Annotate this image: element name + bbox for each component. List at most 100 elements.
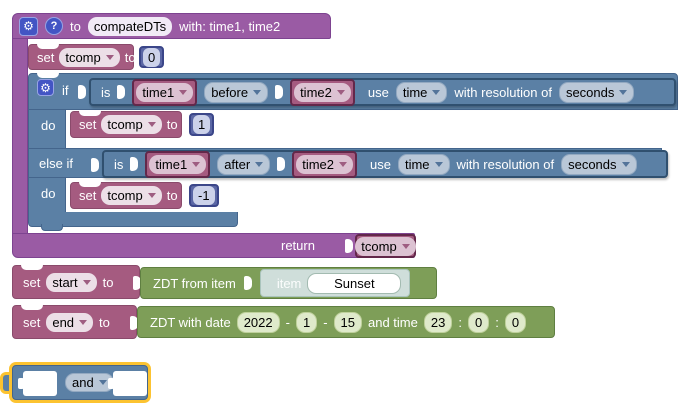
number-field[interactable]: 1 (193, 115, 211, 134)
minute-field[interactable]: 0 (467, 311, 490, 333)
variable-dropdown[interactable]: end (46, 312, 94, 332)
dropdown-arrow-icon (79, 319, 88, 325)
operator-text: before (211, 84, 249, 100)
comparison-operator-dropdown[interactable]: before (204, 81, 269, 103)
number-field[interactable]: -1 (193, 186, 215, 205)
procedure-definition-block[interactable]: ⚙ ? to compateDTs with: time1, time2 (12, 13, 331, 39)
to-label: to (124, 49, 136, 65)
variable-time1-block[interactable]: time1 (132, 78, 198, 106)
dropdown-arrow-icon (179, 89, 188, 95)
mutator-gear-icon[interactable]: ⚙ (37, 79, 54, 96)
zdt-from-item-label: ZDT from item (153, 275, 236, 291)
variable-dropdown[interactable]: time1 (149, 154, 207, 174)
and-operator-dropdown[interactable]: and (65, 373, 114, 392)
do-label: do (41, 118, 56, 133)
resolution-dropdown[interactable]: seconds (561, 153, 637, 175)
help-icon[interactable]: ? (45, 17, 63, 35)
number-text: -1 (198, 188, 210, 203)
variable-name-text: time2 (300, 84, 332, 100)
if-block-header-row[interactable]: ⚙ if is time1 before time2 (28, 73, 678, 110)
second-field[interactable]: 0 (504, 311, 527, 333)
value-socket (130, 157, 139, 171)
number-block[interactable]: -1 (189, 184, 219, 207)
variable-dropdown[interactable]: tcomp (59, 47, 120, 67)
variable-time2-block[interactable]: time2 (290, 78, 355, 106)
if-label: if (62, 83, 69, 98)
resolution-text: seconds (568, 156, 617, 172)
if-block-spine: do (28, 178, 66, 212)
resolution-dropdown[interactable]: seconds (558, 81, 635, 103)
value-socket (117, 85, 126, 99)
number-field[interactable]: 0 (143, 47, 161, 67)
year-field[interactable]: 2022 (236, 311, 280, 333)
number-text: 0 (148, 49, 156, 65)
comparison-operator-dropdown[interactable]: after (217, 153, 271, 175)
month-text: 1 (302, 314, 311, 330)
zdt-with-date-block[interactable]: ZDT with date 2022 - 1 - 15 and time 23 … (137, 306, 555, 338)
dropdown-arrow-icon (401, 243, 410, 249)
value-socket (130, 316, 138, 330)
resolution-text: seconds (565, 84, 615, 100)
second-text: 0 (511, 314, 520, 330)
use-text: time (402, 84, 428, 100)
value-socket (277, 157, 286, 171)
number-block[interactable]: 1 (189, 113, 215, 136)
condition-socket (78, 85, 86, 99)
variable-dropdown[interactable]: time2 (294, 82, 351, 102)
hour-text: 23 (430, 314, 446, 330)
variable-dropdown[interactable]: tcomp (355, 236, 416, 256)
variable-dropdown[interactable]: tcomp (101, 115, 162, 134)
is-after-comparison-block[interactable]: is time1 after time2 use tim (102, 150, 668, 178)
set-label: set (79, 117, 97, 132)
use-dropdown[interactable]: time (397, 153, 450, 175)
gear-glyph: ⚙ (40, 80, 51, 95)
mutator-gear-icon[interactable]: ⚙ (19, 16, 38, 36)
variable-dropdown[interactable]: start (46, 272, 97, 292)
empty-input-socket[interactable] (108, 371, 147, 396)
zdt-from-item-block[interactable]: ZDT from item item Sunset (140, 267, 437, 299)
empty-input-socket[interactable] (18, 371, 57, 396)
procedure-return-row[interactable]: return tcomp (12, 233, 416, 258)
set-variable-block[interactable]: set end to (12, 305, 137, 339)
variable-dropdown[interactable]: tcomp (101, 186, 162, 205)
dropdown-arrow-icon (192, 161, 201, 167)
variable-name-text: tcomp (361, 238, 397, 254)
month-field[interactable]: 1 (295, 311, 318, 333)
dropdown-arrow-icon (432, 89, 441, 95)
to-label: to (166, 117, 178, 132)
day-field[interactable]: 15 (333, 311, 362, 333)
to-label: to (70, 18, 81, 34)
set-variable-block[interactable]: set tcomp to (70, 182, 182, 209)
variable-dropdown[interactable]: time1 (136, 82, 194, 102)
set-variable-block[interactable]: set start to (12, 265, 140, 299)
logic-and-block[interactable]: and (12, 365, 148, 400)
item-prefix-label: item (276, 275, 302, 291)
item-block[interactable]: item Sunset (259, 269, 411, 297)
procedure-name-field[interactable]: compateDTs (87, 16, 173, 36)
use-dropdown[interactable]: time (395, 81, 448, 103)
variable-dropdown[interactable]: time2 (296, 154, 353, 174)
variable-name-text: tcomp (107, 117, 143, 132)
hour-field[interactable]: 23 (423, 311, 453, 333)
variable-tcomp-block[interactable]: tcomp (355, 234, 416, 258)
number-block[interactable]: 0 (139, 46, 165, 68)
set-variable-block[interactable]: set tcomp to (70, 111, 182, 138)
date-separator: - (285, 314, 290, 330)
elseif-label: else if (39, 156, 73, 171)
variable-time1-block[interactable]: time1 (145, 150, 211, 178)
set-variable-block[interactable]: set tcomp to (28, 44, 136, 70)
time-separator: : (495, 314, 499, 330)
and-time-label: and time (368, 314, 418, 330)
variable-time2-block[interactable]: time2 (292, 150, 357, 178)
elseif-row[interactable]: else if is time1 after time2 (28, 148, 668, 178)
variable-name-text: end (52, 314, 75, 330)
variable-name-text: time2 (302, 156, 334, 172)
value-socket (133, 276, 141, 290)
is-before-comparison-block[interactable]: is time1 before time2 use ti (89, 78, 676, 106)
dropdown-arrow-icon (82, 279, 91, 285)
date-separator: - (323, 314, 328, 330)
dropdown-arrow-icon (147, 122, 156, 127)
item-name-field[interactable]: Sunset (307, 272, 402, 294)
value-socket (183, 117, 191, 131)
